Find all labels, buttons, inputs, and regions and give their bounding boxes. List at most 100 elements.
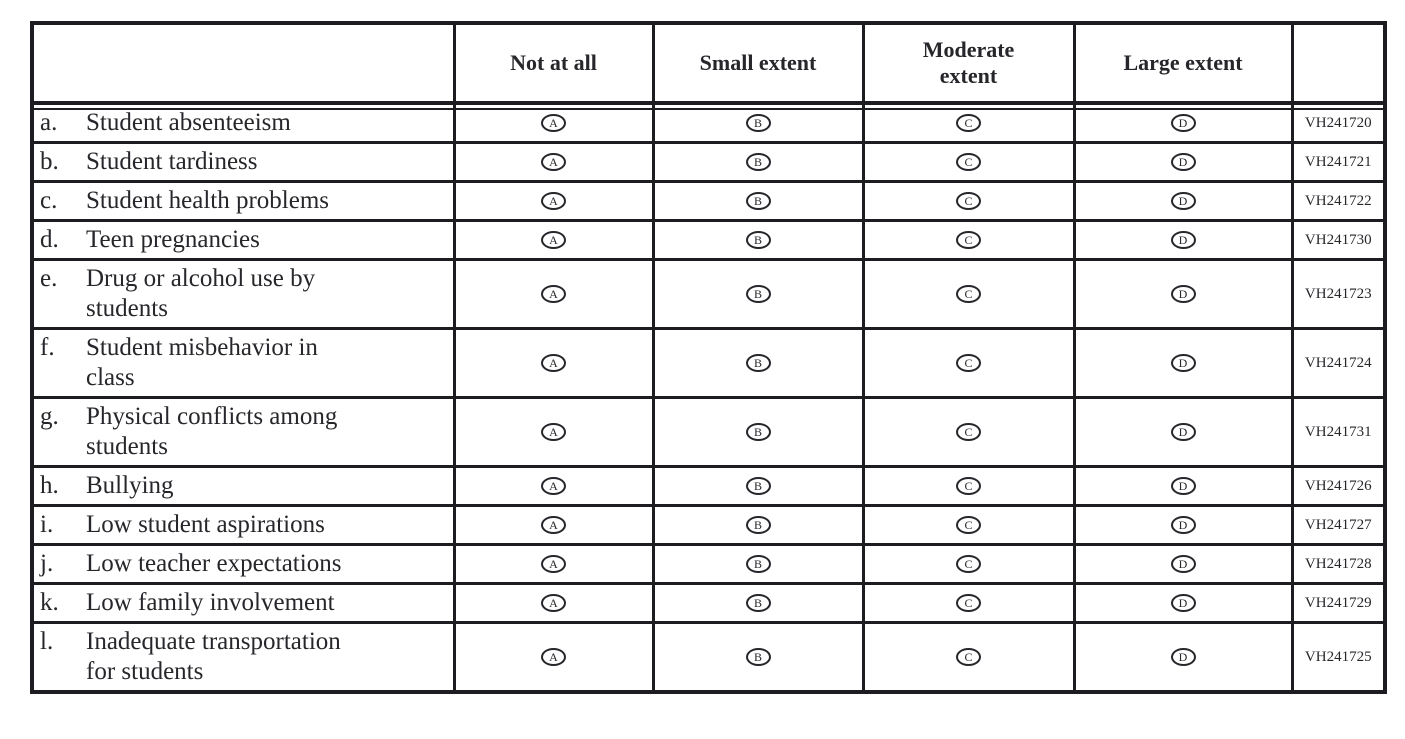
answer-bubble-d[interactable]: D: [1170, 230, 1196, 249]
answer-bubble-a[interactable]: A: [541, 284, 566, 303]
answer-bubble-d[interactable]: D: [1170, 476, 1196, 495]
answer-bubble-a[interactable]: A: [541, 554, 566, 573]
answer-bubble-c[interactable]: C: [956, 152, 981, 171]
row-letter: f.: [40, 334, 55, 361]
answer-bubble-d[interactable]: D: [1170, 422, 1196, 441]
answer-cell: C: [861, 258, 1076, 330]
answer-bubble-b[interactable]: B: [745, 515, 771, 534]
answer-bubble-c[interactable]: C: [956, 554, 981, 573]
answer-cell: C: [861, 101, 1076, 144]
answer-bubble-d[interactable]: D: [1170, 554, 1196, 573]
answer-cell: B: [651, 582, 865, 624]
answer-bubble-b[interactable]: B: [745, 230, 771, 249]
answer-bubble-c[interactable]: C: [956, 284, 981, 303]
answer-bubble-a[interactable]: A: [541, 422, 566, 441]
answer-bubble-b[interactable]: B: [745, 152, 771, 171]
answer-cell: C: [861, 180, 1076, 222]
answer-cell: D: [1072, 101, 1294, 144]
row-label-cell: d. Teen pregnancies: [30, 219, 456, 261]
row-label-group: k. Low family involvement: [40, 588, 445, 618]
answer-bubble-a[interactable]: A: [541, 113, 566, 132]
answer-cell: A: [452, 180, 655, 222]
answer-cell: A: [452, 327, 655, 399]
answer-bubble-d[interactable]: D: [1170, 191, 1196, 210]
answer-bubble-d[interactable]: D: [1170, 353, 1196, 372]
answer-cell: D: [1072, 465, 1294, 507]
row-label-group: b. Student tardiness: [40, 147, 445, 177]
row-letter: j.: [40, 550, 54, 577]
row-label-cell: g. Physical conflicts among students: [30, 396, 456, 468]
row-label-group: l. Inadequate transportation for student…: [40, 627, 445, 687]
answer-cell: A: [452, 219, 655, 261]
row-letter: h.: [40, 472, 59, 499]
answer-cell: B: [651, 258, 865, 330]
table-row: j. Low teacher expectations A B C D VH24…: [30, 543, 1387, 585]
answer-bubble-b[interactable]: B: [745, 554, 771, 573]
row-label-cell: j. Low teacher expectations: [30, 543, 456, 585]
answer-bubble-b[interactable]: B: [745, 113, 771, 132]
answer-cell: C: [861, 465, 1076, 507]
answer-bubble-d[interactable]: D: [1170, 284, 1196, 303]
row-code: VH241726: [1290, 465, 1387, 507]
answer-cell: D: [1072, 504, 1294, 546]
table-row: c. Student health problems A B C D VH241…: [30, 180, 1387, 222]
answer-bubble-c[interactable]: C: [956, 230, 981, 249]
answer-bubble-c[interactable]: C: [956, 113, 981, 132]
row-letter: b.: [40, 148, 59, 175]
row-letter: g.: [40, 403, 59, 430]
answer-cell: C: [861, 327, 1076, 399]
answer-bubble-b[interactable]: B: [745, 284, 771, 303]
answer-bubble-c[interactable]: C: [956, 476, 981, 495]
table-row: b. Student tardiness A B C D VH241721: [30, 141, 1387, 183]
answer-bubble-c[interactable]: C: [956, 422, 981, 441]
header-small-extent: Small extent: [651, 21, 865, 105]
answer-bubble-b[interactable]: B: [745, 593, 771, 612]
answer-cell: B: [651, 327, 865, 399]
answer-bubble-b[interactable]: B: [745, 422, 771, 441]
answer-bubble-d[interactable]: D: [1170, 647, 1196, 666]
answer-bubble-c[interactable]: C: [956, 191, 981, 210]
answer-bubble-a[interactable]: A: [541, 476, 566, 495]
answer-bubble-a[interactable]: A: [541, 230, 566, 249]
row-label-group: d. Teen pregnancies: [40, 225, 445, 255]
answer-bubble-c[interactable]: C: [956, 353, 981, 372]
row-label-cell: k. Low family involvement: [30, 582, 456, 624]
row-code: VH241727: [1290, 504, 1387, 546]
answer-bubble-b[interactable]: B: [745, 191, 771, 210]
row-label-group: c. Student health problems: [40, 186, 445, 216]
answer-bubble-b[interactable]: B: [745, 353, 771, 372]
row-label: Student health problems: [86, 187, 330, 214]
answer-cell: A: [452, 101, 655, 144]
answer-bubble-a[interactable]: A: [541, 152, 566, 171]
answer-bubble-b[interactable]: B: [745, 476, 771, 495]
answer-bubble-d[interactable]: D: [1170, 515, 1196, 534]
row-label: Student tardiness: [86, 148, 258, 175]
answer-bubble-a[interactable]: A: [541, 647, 566, 666]
answer-cell: D: [1072, 141, 1294, 183]
answer-cell: C: [861, 621, 1076, 694]
row-label: Physical conflicts among students: [86, 403, 338, 460]
answer-bubble-b[interactable]: B: [745, 647, 771, 666]
answer-bubble-c[interactable]: C: [956, 647, 981, 666]
answer-cell: C: [861, 396, 1076, 468]
answer-bubble-a[interactable]: A: [541, 191, 566, 210]
row-label-cell: c. Student health problems: [30, 180, 456, 222]
table-row: h. Bullying A B C D VH241726: [30, 465, 1387, 507]
answer-bubble-c[interactable]: C: [956, 515, 981, 534]
answer-bubble-a[interactable]: A: [541, 353, 566, 372]
answer-bubble-c[interactable]: C: [956, 593, 981, 612]
answer-bubble-d[interactable]: D: [1170, 113, 1196, 132]
row-label-group: a. Student absenteeism: [40, 108, 445, 138]
row-label-group: f. Student misbehavior in class: [40, 333, 445, 393]
row-label: Teen pregnancies: [86, 226, 260, 253]
row-label-cell: b. Student tardiness: [30, 141, 456, 183]
answer-bubble-a[interactable]: A: [541, 593, 566, 612]
answer-bubble-d[interactable]: D: [1170, 593, 1196, 612]
answer-bubble-a[interactable]: A: [541, 515, 566, 534]
answer-cell: A: [452, 621, 655, 694]
answer-bubble-d[interactable]: D: [1170, 152, 1196, 171]
row-code: VH241725: [1290, 621, 1387, 694]
table-row: k. Low family involvement A B C D VH2417…: [30, 582, 1387, 624]
answer-cell: B: [651, 219, 865, 261]
